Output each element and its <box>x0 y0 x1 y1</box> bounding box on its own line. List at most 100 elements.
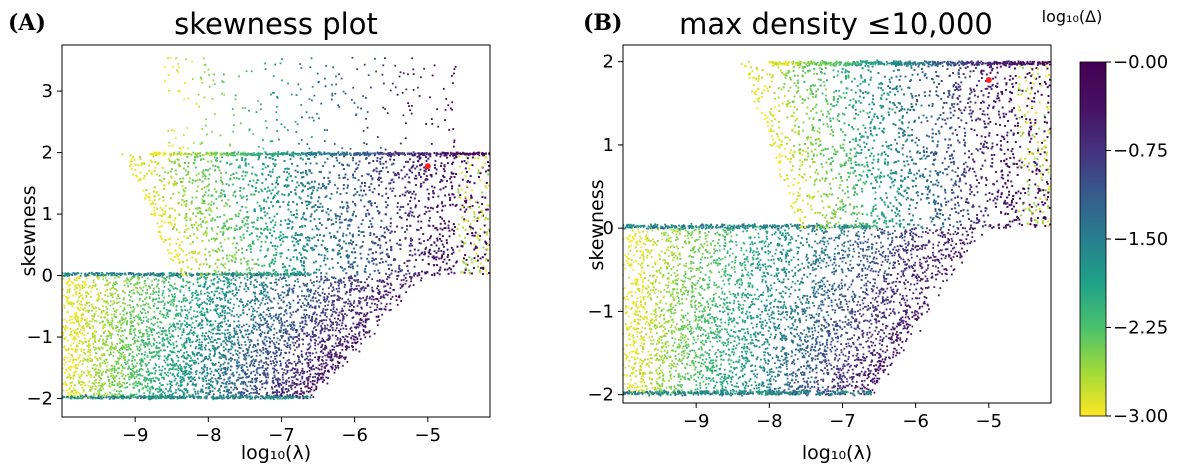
scatter-point <box>137 352 140 355</box>
scatter-point <box>122 334 124 337</box>
scatter-point <box>324 367 326 370</box>
scatter-point <box>192 382 194 385</box>
scatter-point <box>287 338 290 341</box>
scatter-point <box>96 299 99 302</box>
scatter-point <box>365 304 368 307</box>
scatter-point <box>125 343 128 346</box>
scatter-point <box>409 276 411 278</box>
scatter-point <box>247 288 250 290</box>
scatter-point <box>265 363 268 365</box>
scatter-point <box>338 311 341 314</box>
scatter-point <box>66 311 68 314</box>
scatter-point <box>226 286 229 289</box>
scatter-point <box>376 279 379 282</box>
scatter-point <box>152 305 155 307</box>
scatter-point <box>320 365 323 368</box>
scatter-point <box>203 363 206 366</box>
scatter-point <box>101 320 104 323</box>
scatter-point <box>118 297 121 300</box>
scatter-point <box>222 374 225 377</box>
scatter-point <box>230 348 232 351</box>
scatter-point <box>389 302 392 305</box>
scatter-point <box>230 174 232 177</box>
scatter-point <box>250 331 253 334</box>
scatter-point <box>264 303 266 305</box>
scatter-point <box>67 376 69 379</box>
scatter-point <box>102 278 105 281</box>
scatter-point <box>71 381 74 384</box>
scatter-point <box>274 396 276 399</box>
scatter-point <box>301 377 304 380</box>
scatter-point <box>82 313 84 316</box>
scatter-point <box>114 288 117 290</box>
scatter-point <box>104 343 106 346</box>
scatter-point <box>109 382 111 385</box>
scatter-point <box>314 305 317 308</box>
scatter-point <box>320 312 323 314</box>
scatter-point <box>254 292 256 295</box>
scatter-point <box>120 327 122 329</box>
scatter-point <box>73 322 75 324</box>
scatter-point <box>175 345 178 348</box>
scatter-point <box>386 278 388 281</box>
scatter-point <box>82 396 84 399</box>
scatter-point <box>180 275 182 278</box>
scatter-point <box>291 288 293 291</box>
scatter-point <box>202 172 205 175</box>
scatter-point <box>227 306 230 309</box>
scatter-point <box>131 374 134 376</box>
scatter-point <box>242 370 245 373</box>
scatter-point <box>383 285 385 288</box>
scatter-point <box>141 375 144 377</box>
scatter-point <box>240 281 242 284</box>
scatter-point <box>196 390 199 393</box>
scatter-point <box>262 311 265 314</box>
scatter-point <box>212 345 215 347</box>
scatter-point <box>287 377 290 379</box>
scatter-point <box>327 334 330 337</box>
scatter-point <box>96 275 98 278</box>
scatter-point <box>183 355 185 358</box>
scatter-point <box>280 317 283 320</box>
scatter-point <box>303 380 306 383</box>
scatter-point <box>231 272 234 275</box>
scatter-point <box>223 390 225 392</box>
scatter-point <box>122 302 124 305</box>
scatter-point <box>113 369 116 371</box>
scatter-point <box>332 321 334 324</box>
scatter-point <box>93 335 96 338</box>
scatter-point <box>236 350 239 352</box>
scatter-point <box>239 397 242 399</box>
scatter-point <box>64 348 67 351</box>
scatter-point <box>71 365 74 368</box>
scatter-point <box>180 385 182 387</box>
scatter-point <box>83 382 86 384</box>
scatter-point <box>213 293 216 296</box>
scatter-point <box>72 282 74 285</box>
scatter-point <box>195 373 198 376</box>
scatter-point <box>116 321 119 324</box>
scatter-point <box>303 332 305 335</box>
scatter-point <box>244 383 247 386</box>
scatter-point <box>267 271 270 274</box>
scatter-point <box>212 273 215 275</box>
scatter-point <box>161 376 163 379</box>
scatter-point <box>114 377 117 379</box>
scatter-point <box>264 367 267 370</box>
scatter-point <box>98 357 101 359</box>
scatter-point <box>85 284 87 286</box>
scatter-point <box>109 281 111 284</box>
scatter-point <box>190 273 192 276</box>
scatter-point <box>305 299 308 301</box>
scatter-point <box>78 382 80 385</box>
scatter-point <box>236 274 239 277</box>
scatter-point <box>80 397 82 400</box>
scatter-point <box>197 362 200 365</box>
scatter-point <box>279 396 282 398</box>
scatter-point <box>187 324 190 326</box>
scatter-point <box>143 395 145 398</box>
scatter-point <box>266 324 269 327</box>
scatter-point <box>201 332 204 335</box>
scatter-point <box>303 372 305 375</box>
scatter-point <box>126 319 129 322</box>
